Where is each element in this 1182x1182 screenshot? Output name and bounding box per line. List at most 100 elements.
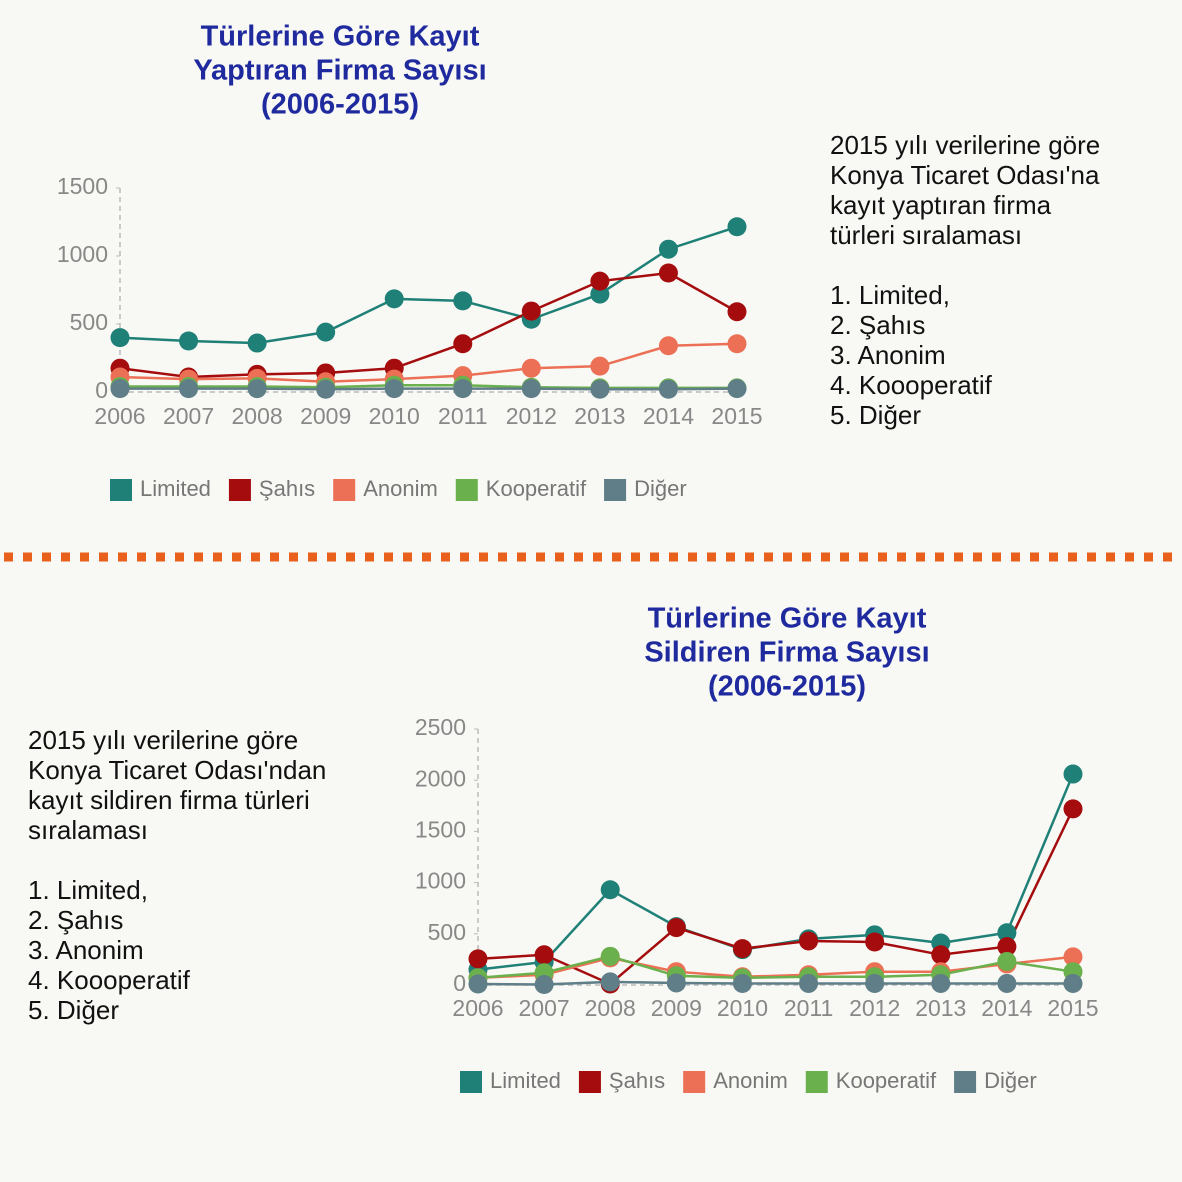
legend-label: Anonim <box>363 476 438 501</box>
ranking: 2. Şahıs <box>28 905 123 935</box>
x-tick-label: 2007 <box>519 995 570 1021</box>
y-tick-label: 2500 <box>415 714 466 740</box>
y-tick-label: 2000 <box>415 765 466 791</box>
x-tick-label: 2008 <box>232 403 283 429</box>
data-point <box>453 379 473 399</box>
data-point <box>997 973 1017 993</box>
legend-swatch <box>228 479 251 501</box>
data-point <box>590 379 610 399</box>
data-point <box>865 973 885 993</box>
x-tick-label: 2009 <box>300 403 351 429</box>
x-tick-label: 2013 <box>574 403 625 429</box>
data-point <box>453 334 473 354</box>
series-line <box>120 383 737 390</box>
legend-swatch <box>333 479 356 501</box>
data-point <box>1063 947 1083 967</box>
data-point <box>590 271 610 291</box>
data-point <box>600 946 620 966</box>
legend-label: Anonim <box>713 1068 788 1093</box>
annotation: 2015 yılı verilerine göre <box>830 130 1100 160</box>
series-line <box>477 955 1074 980</box>
legend-label: Diğer <box>984 1068 1037 1093</box>
data-point <box>658 239 678 259</box>
x-tick-label: 2014 <box>981 995 1032 1021</box>
ranking: 3. Anonim <box>28 935 144 965</box>
legend-label: Kooperatif <box>486 476 587 501</box>
data-point <box>247 333 267 353</box>
data-point <box>997 937 1017 957</box>
x-tick-label: 2009 <box>651 995 702 1021</box>
x-tick-label: 2012 <box>506 403 557 429</box>
data-point <box>727 302 747 322</box>
legend-label: Diğer <box>634 476 687 501</box>
legend-swatch <box>683 1071 706 1093</box>
annotation: kayıt sildiren firma türleri <box>28 785 310 815</box>
chart-title: Türlerine Göre Kayıt <box>201 21 480 53</box>
x-tick-label: 2008 <box>585 995 636 1021</box>
data-point <box>997 951 1017 971</box>
ranking: 5. Diğer <box>830 400 921 430</box>
series-line <box>119 225 738 345</box>
legend-label: Kooperatif <box>836 1068 937 1093</box>
chart-title: Sildiren Firma Sayısı <box>644 637 929 669</box>
legend-label: Limited <box>140 476 211 501</box>
y-tick-label: 500 <box>428 919 466 945</box>
data-point <box>534 974 554 994</box>
data-point <box>316 379 336 399</box>
legend-swatch <box>578 1071 601 1093</box>
y-tick-label: 1500 <box>415 816 466 842</box>
data-point <box>384 379 404 399</box>
data-point <box>799 931 819 951</box>
data-point <box>997 923 1017 943</box>
x-tick-label: 2013 <box>915 995 966 1021</box>
data-point <box>316 322 336 342</box>
legend-label: Şahıs <box>259 476 315 501</box>
data-point <box>110 379 130 399</box>
legend-swatch <box>954 1071 977 1093</box>
legend-label: Şahıs <box>609 1068 665 1093</box>
data-point <box>453 291 473 311</box>
data-point <box>468 974 488 994</box>
legend-swatch <box>805 1071 828 1093</box>
x-tick-label: 2006 <box>452 995 503 1021</box>
ranking: 1. Limited, <box>28 875 148 905</box>
chart-title: (2006-2015) <box>261 89 419 121</box>
ranking: 3. Anonim <box>830 340 946 370</box>
ranking: 1. Limited, <box>830 280 950 310</box>
series-line <box>477 808 1075 986</box>
series-line <box>119 271 738 379</box>
y-tick-label: 1000 <box>415 868 466 894</box>
data-point <box>727 334 747 354</box>
data-point <box>666 973 686 993</box>
ranking: 4. Koooperatif <box>830 370 993 400</box>
data-point <box>1063 973 1083 993</box>
annotation: Konya Ticaret Odası'na <box>830 160 1100 190</box>
legend-label: Limited <box>490 1068 561 1093</box>
y-tick-label: 500 <box>70 309 108 335</box>
x-tick-label: 2015 <box>711 403 762 429</box>
data-point <box>658 336 678 356</box>
x-tick-label: 2007 <box>163 403 214 429</box>
data-point <box>865 932 885 952</box>
legend-swatch <box>460 1071 482 1093</box>
legend-swatch <box>604 479 627 501</box>
x-tick-label: 2010 <box>717 995 768 1021</box>
data-point <box>727 217 747 237</box>
y-tick-label: 0 <box>95 377 108 403</box>
data-point <box>590 356 610 376</box>
x-tick-label: 2006 <box>94 403 145 429</box>
data-point <box>110 328 130 348</box>
annotation: kayıt yaptıran firma <box>830 190 1052 220</box>
data-point <box>521 358 541 378</box>
data-point <box>658 263 678 283</box>
annotation: sıralaması <box>28 815 148 845</box>
legend-swatch <box>110 479 132 501</box>
data-point <box>732 973 752 993</box>
legend-swatch <box>455 479 478 501</box>
x-tick-label: 2011 <box>438 403 487 429</box>
data-point <box>534 945 554 965</box>
annotation: türleri sıralaması <box>830 220 1022 250</box>
data-point <box>931 973 951 993</box>
data-point <box>521 379 541 399</box>
data-point <box>658 379 678 399</box>
